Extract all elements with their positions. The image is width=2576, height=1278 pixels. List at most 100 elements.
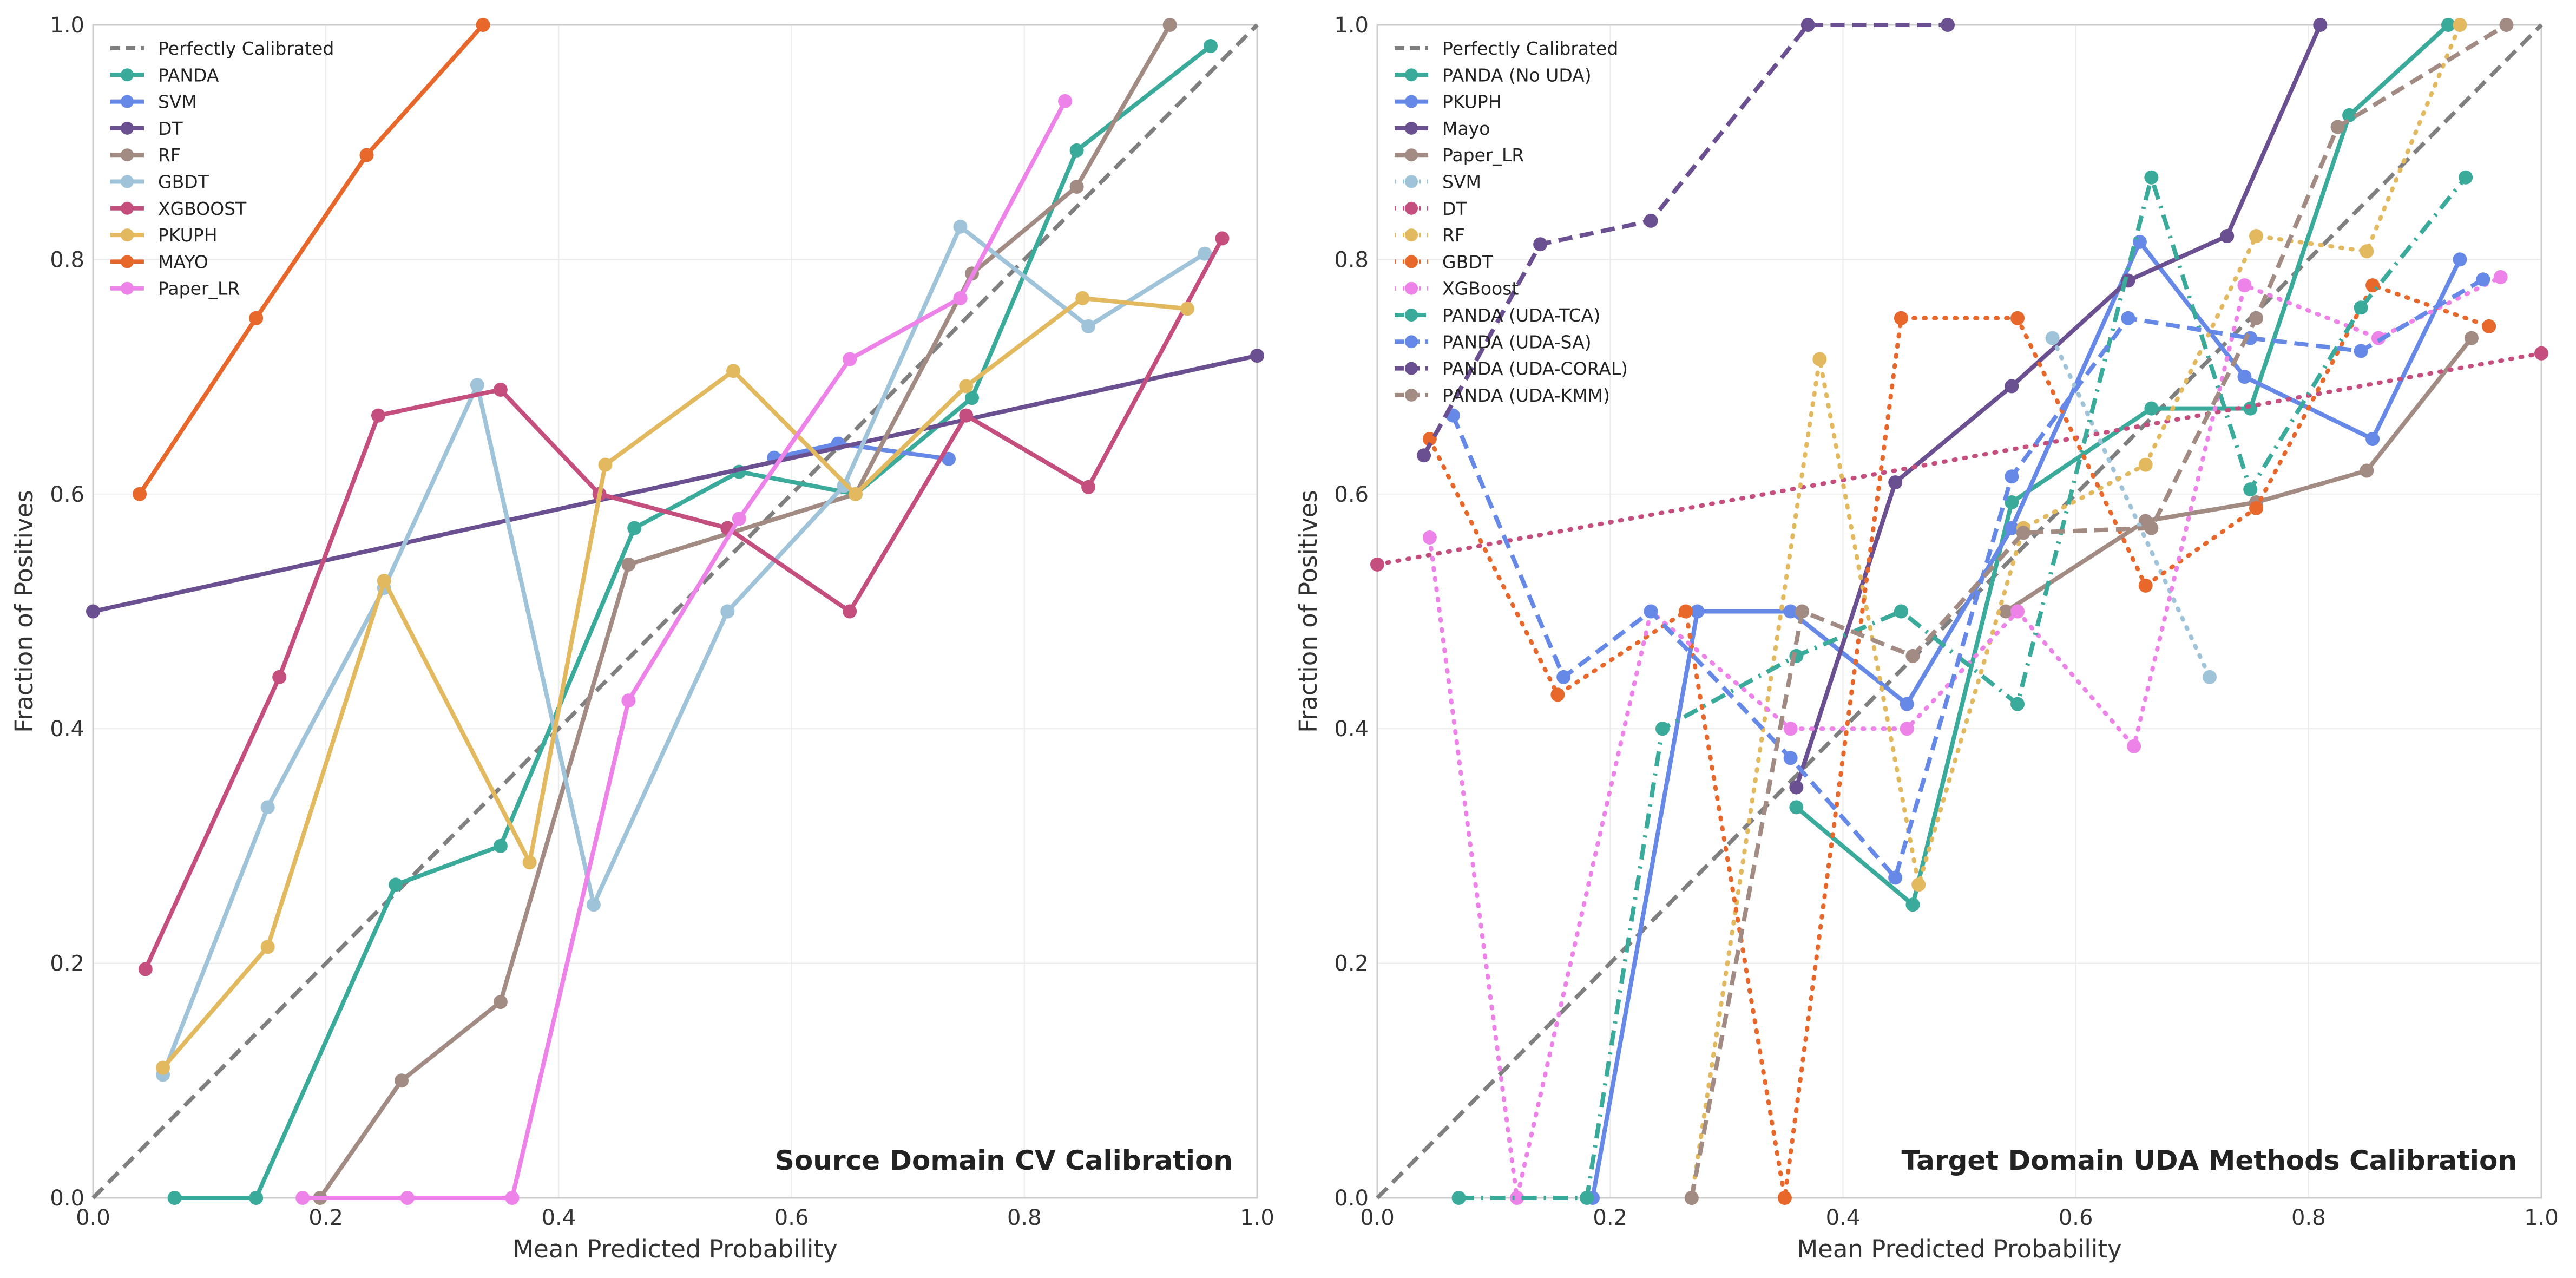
right-data-point [1900, 722, 1914, 736]
right-series-8 [1422, 278, 2496, 1205]
right-data-point [1900, 697, 1914, 711]
right-data-point [1789, 780, 1804, 795]
left-data-point [837, 479, 851, 493]
left-data-point [621, 557, 636, 572]
right-data-point [2005, 469, 2019, 484]
left-data-point [371, 408, 385, 423]
right-legend-label: DT [1442, 198, 1467, 219]
right-data-point [2121, 311, 2135, 325]
left-series-line [93, 353, 1258, 614]
right-data-point [2016, 526, 2030, 540]
right-data-point [1556, 670, 1571, 684]
left-data-point [1058, 94, 1073, 108]
right-data-point [1783, 751, 1798, 765]
right-legend-marker [1405, 175, 1418, 188]
right-legend-label: PKUPH [1442, 91, 1502, 113]
right-data-point [2249, 311, 2264, 325]
right-y-tick-label: 0.0 [1334, 1186, 1369, 1211]
left-legend-marker [121, 95, 134, 108]
left-y-tick-label: 0.6 [50, 482, 84, 507]
right-legend-item: RF [1395, 225, 1465, 246]
left-data-point [1203, 39, 1218, 54]
left-data-point [843, 352, 857, 366]
right-chart-title: Target Domain UDA Methods Calibration [1902, 1145, 2517, 1176]
left-data-point [1250, 349, 1264, 363]
right-data-point [1940, 18, 1955, 32]
right-x-tick-label: 1.0 [2524, 1205, 2559, 1230]
right-data-point [2249, 229, 2264, 244]
right-data-point [2453, 252, 2467, 267]
left-legend-marker [121, 228, 134, 242]
left-legend-item: RF [110, 145, 181, 166]
left-data-point [1180, 302, 1194, 316]
left-y-tick-label: 1.0 [50, 13, 84, 38]
right-data-point [1580, 1191, 1594, 1205]
right-data-point [2354, 344, 2368, 358]
right-series-3 [1789, 18, 2328, 795]
left-legend-marker [121, 201, 134, 215]
right-data-point [1417, 448, 1431, 463]
left-y-tick-label: 0.8 [50, 247, 84, 272]
right-data-point [2010, 604, 2025, 619]
left-series-line [161, 296, 1188, 1070]
left-x-tick-label: 0.0 [76, 1205, 110, 1230]
right-data-point [1422, 530, 1437, 545]
right-data-point [1789, 800, 1804, 815]
right-data-point [2144, 401, 2159, 416]
right-data-point [1644, 213, 1658, 228]
left-data-point [1069, 180, 1084, 194]
right-data-point [1783, 722, 1798, 736]
right-series-line [1451, 277, 2485, 880]
right-data-point [2482, 319, 2496, 333]
left-series-7 [156, 291, 1194, 1075]
right-legend-marker [1405, 148, 1418, 162]
right-legend-label: PANDA (No UDA) [1442, 64, 1592, 86]
left-legend-item: PKUPH [110, 225, 218, 246]
right-legend-marker [1405, 121, 1418, 135]
left-data-point [167, 1191, 182, 1205]
right-legend-marker [1405, 388, 1418, 402]
right-series-9 [1422, 270, 2508, 1205]
left-data-point [505, 1191, 520, 1205]
left-data-point [720, 604, 735, 619]
right-data-point [2342, 108, 2357, 122]
left-data-point [249, 311, 264, 325]
right-series-2 [1585, 234, 2467, 1205]
right-series-1 [1789, 18, 2455, 912]
left-legend-label: PKUPH [158, 225, 218, 246]
right-y-tick-label: 0.6 [1334, 482, 1369, 507]
right-legend-label: GBDT [1442, 251, 1494, 272]
left-data-point [598, 457, 613, 472]
right-legend-marker [1405, 309, 1418, 322]
right-plot-frame [1376, 24, 2542, 1199]
right-legend-label: Mayo [1442, 118, 1490, 139]
right-legend-item: PANDA (No UDA) [1395, 64, 1592, 86]
left-series-0 [91, 23, 1259, 1200]
right-series-line [1794, 24, 2322, 788]
right-data-point [2005, 379, 2019, 394]
left-y-tick-label: 0.4 [50, 717, 84, 742]
right-legend-marker [1405, 228, 1418, 242]
left-legend: Perfectly Calibrated PANDA SVM DT RF GBDT XGBO… [110, 38, 334, 299]
left-series-line [303, 100, 1067, 1200]
left-data-point [493, 995, 508, 1010]
right-series-13 [1684, 18, 2514, 1205]
left-chart-title: Source Domain CV Calibration [775, 1145, 1233, 1176]
right-legend-item: SVM [1395, 172, 1481, 193]
right-y-tick-label: 0.8 [1334, 247, 1369, 272]
right-data-point [2237, 278, 2252, 293]
right-legend-label: Paper_LR [1442, 145, 1524, 166]
right-data-point [2493, 270, 2508, 284]
right-data-point [2453, 18, 2467, 32]
right-data-point [1777, 1191, 1792, 1205]
right-legend-label: RF [1442, 225, 1465, 246]
left-data-point [400, 1191, 415, 1205]
right-data-point [2459, 170, 2473, 185]
left-data-point [1215, 231, 1230, 246]
left-legend-item: MAYO [110, 251, 208, 272]
right-legend-marker [1405, 281, 1418, 295]
right-data-point [2144, 170, 2159, 185]
right-data-point [1800, 18, 1815, 32]
right-data-point [2220, 229, 2235, 244]
